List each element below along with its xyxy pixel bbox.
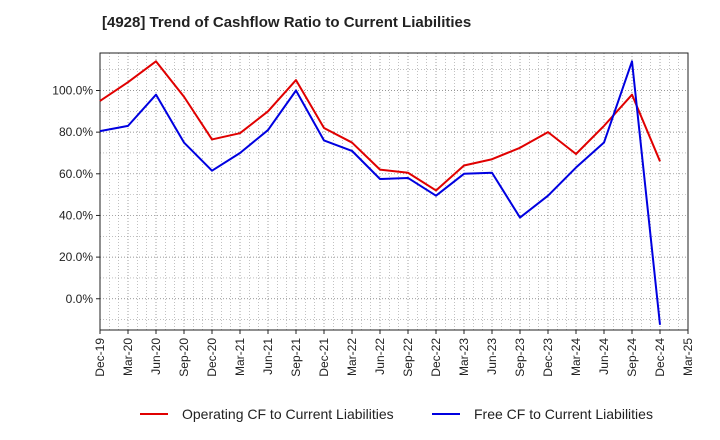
- x-tick-label: Jun-23: [485, 338, 499, 375]
- x-tick-label: Dec-20: [205, 338, 219, 377]
- x-tick-label: Mar-22: [345, 338, 359, 376]
- x-tick-label: Dec-22: [429, 338, 443, 377]
- y-tick-label: 60.0%: [59, 167, 93, 181]
- series-line-1: [99, 60, 661, 192]
- x-tick-label: Mar-23: [457, 338, 471, 376]
- chart-title: [4928] Trend of Cashflow Ratio to Curren…: [102, 14, 472, 31]
- x-tick-label: Dec-21: [317, 338, 331, 377]
- x-tick-label: Sep-23: [513, 338, 527, 377]
- x-tick-label: Jun-20: [149, 338, 163, 375]
- x-tick-label: Dec-19: [93, 338, 107, 377]
- y-tick-label: 40.0%: [59, 208, 93, 222]
- x-tick-label: Sep-24: [625, 338, 639, 377]
- x-tick-label: Mar-25: [681, 338, 695, 376]
- x-tick-label: Jun-21: [261, 338, 275, 375]
- x-tick-label: Sep-20: [177, 338, 191, 377]
- x-tick-label: Jun-24: [597, 338, 611, 375]
- x-tick-label: Dec-24: [653, 338, 667, 377]
- y-tick-label: 100.0%: [52, 83, 93, 97]
- y-tick-label: 80.0%: [59, 125, 93, 139]
- y-tick-label: 20.0%: [59, 250, 93, 264]
- legend-label-2: Free CF to Current Liabilities: [474, 406, 653, 422]
- y-tick-label: 0.0%: [66, 292, 94, 306]
- x-tick-label: Jun-22: [373, 338, 387, 375]
- x-tick-label: Mar-24: [569, 338, 583, 376]
- legend-label-1: Operating CF to Current Liabilities: [182, 406, 394, 422]
- x-tick-label: Dec-23: [541, 338, 555, 377]
- x-tick-label: Sep-22: [401, 338, 415, 377]
- plot-area-border: [99, 52, 689, 331]
- x-tick-label: Mar-20: [121, 338, 135, 376]
- x-tick-label: Sep-21: [289, 338, 303, 377]
- x-tick-label: Mar-21: [233, 338, 247, 376]
- series-line-2: [99, 60, 661, 325]
